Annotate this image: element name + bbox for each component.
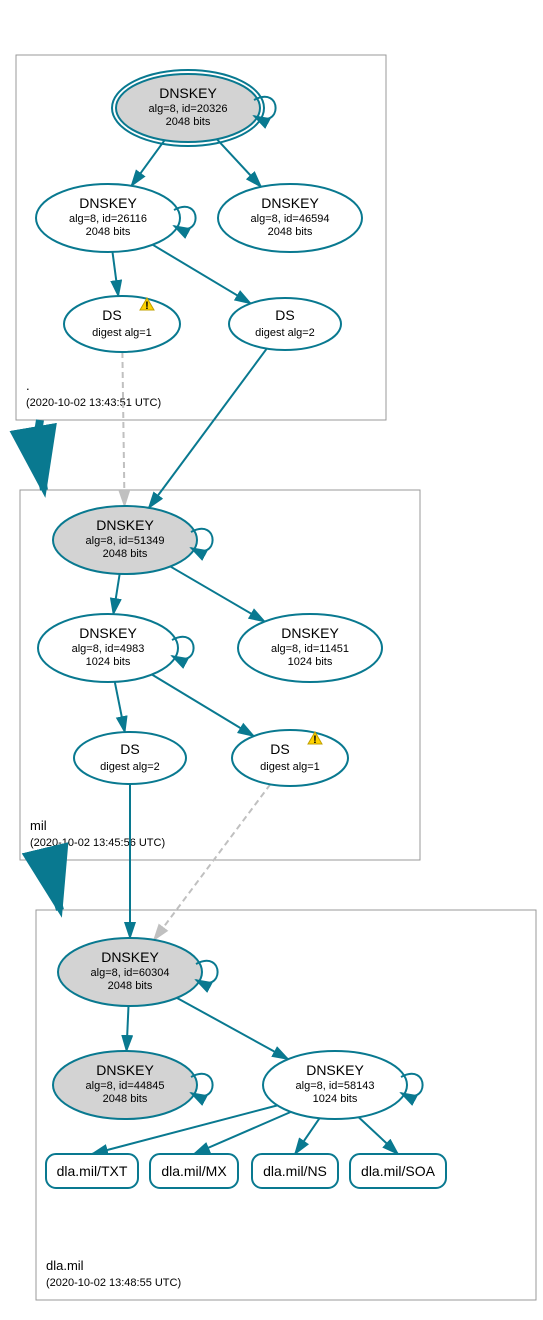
node-subtext: alg=8, id=20326 (149, 103, 228, 115)
zone-connector (37, 420, 44, 490)
node-k_dla_58143: DNSKEY alg=8, id=581431024 bits (263, 1051, 423, 1119)
node-k_mil_4983: DNSKEY alg=8, id=49831024 bits (38, 614, 194, 682)
node-title: DNSKEY (79, 195, 137, 211)
node-subtext: alg=8, id=46594 (251, 213, 330, 225)
edge (149, 349, 267, 508)
node-subtext: alg=8, id=26116 (69, 213, 147, 225)
node-rr_mx: dla.mil/MX (150, 1154, 238, 1188)
edge (295, 1118, 320, 1154)
edge (122, 352, 124, 506)
node-rr_txt: dla.mil/TXT (46, 1154, 138, 1188)
node-subtext: 2048 bits (108, 980, 153, 992)
node-ds_mil_2: DS digest alg=2 (74, 732, 186, 784)
node-title: DNSKEY (96, 517, 154, 533)
zone-label: mil (30, 818, 47, 833)
node-subtext: digest alg=1 (92, 327, 152, 339)
node-title: DNSKEY (306, 1062, 364, 1078)
node-rr_soa: dla.mil/SOA (350, 1154, 446, 1188)
zone-timestamp: (2020-10-02 13:45:56 UTC) (30, 837, 165, 849)
node-rr_ns: dla.mil/NS (252, 1154, 338, 1188)
edge (153, 245, 251, 304)
svg-text:!: ! (145, 300, 149, 312)
node-title: DS (102, 307, 121, 323)
node-title: DNSKEY (96, 1062, 154, 1078)
node-title: DNSKEY (101, 949, 159, 965)
record-label: dla.mil/MX (161, 1163, 227, 1179)
edge (115, 682, 125, 732)
edge (113, 574, 119, 614)
edge (112, 252, 118, 296)
record-label: dla.mil/NS (263, 1163, 327, 1179)
node-subtext: 2048 bits (86, 226, 131, 238)
node-k_mil_11451: DNSKEY alg=8, id=114511024 bits (238, 614, 382, 682)
zone-timestamp: (2020-10-02 13:43:51 UTC) (26, 397, 161, 409)
edge (217, 139, 261, 187)
node-k_root_46594: DNSKEY alg=8, id=465942048 bits (218, 184, 362, 252)
node-subtext: 1024 bits (86, 656, 131, 668)
edge (177, 998, 288, 1059)
node-ds_root_1: DS! digest alg=1 (64, 296, 180, 352)
node-title: DNSKEY (261, 195, 319, 211)
edge (131, 140, 164, 186)
dnssec-diagram: . (2020-10-02 13:43:51 UTC) mil (2020-10-02… (0, 0, 543, 1320)
node-ds_mil_1: DS! digest alg=1 (232, 730, 348, 786)
node-subtext: 1024 bits (288, 656, 333, 668)
node-title: DNSKEY (281, 625, 339, 641)
node-subtext: alg=8, id=51349 (86, 535, 165, 547)
node-subtext: 2048 bits (103, 548, 148, 560)
zone-connector (43, 860, 60, 910)
node-k_dla_44845: DNSKEY alg=8, id=448452048 bits (53, 1051, 213, 1119)
node-title: DS (270, 741, 289, 757)
node-k_mil_51349: DNSKEY alg=8, id=513492048 bits (53, 506, 213, 574)
node-subtext: digest alg=1 (260, 761, 320, 773)
node-title: DNSKEY (159, 85, 217, 101)
record-label: dla.mil/SOA (361, 1163, 436, 1179)
node-subtext: digest alg=2 (100, 761, 160, 773)
edge (127, 1006, 129, 1051)
edge (359, 1117, 398, 1154)
edge (194, 1112, 291, 1154)
node-subtext: 2048 bits (103, 1093, 148, 1105)
node-ds_root_2: DS digest alg=2 (229, 298, 341, 350)
node-subtext: alg=8, id=44845 (86, 1080, 165, 1092)
edge (154, 784, 270, 940)
node-title: DS (120, 741, 139, 757)
node-title: DNSKEY (79, 625, 137, 641)
node-subtext: digest alg=2 (255, 327, 315, 339)
node-subtext: alg=8, id=60304 (91, 967, 170, 979)
node-k_dla_60304: DNSKEY alg=8, id=603042048 bits (58, 938, 218, 1006)
edge (152, 675, 254, 737)
node-subtext: 1024 bits (313, 1093, 358, 1105)
node-subtext: alg=8, id=11451 (271, 643, 349, 655)
node-subtext: alg=8, id=58143 (296, 1080, 375, 1092)
zone-timestamp: (2020-10-02 13:48:55 UTC) (46, 1277, 181, 1289)
record-label: dla.mil/TXT (57, 1163, 128, 1179)
node-title: DS (275, 307, 294, 323)
svg-text:!: ! (313, 734, 317, 746)
node-subtext: 2048 bits (268, 226, 313, 238)
node-k_root_26116: DNSKEY alg=8, id=261162048 bits (36, 184, 196, 252)
zone-label: . (26, 378, 30, 393)
node-k_root_20326: DNSKEY alg=8, id=203262048 bits (112, 70, 276, 146)
node-subtext: 2048 bits (166, 116, 211, 128)
zone-label: dla.mil (46, 1258, 84, 1273)
edge (170, 566, 264, 621)
node-subtext: alg=8, id=4983 (72, 643, 145, 655)
